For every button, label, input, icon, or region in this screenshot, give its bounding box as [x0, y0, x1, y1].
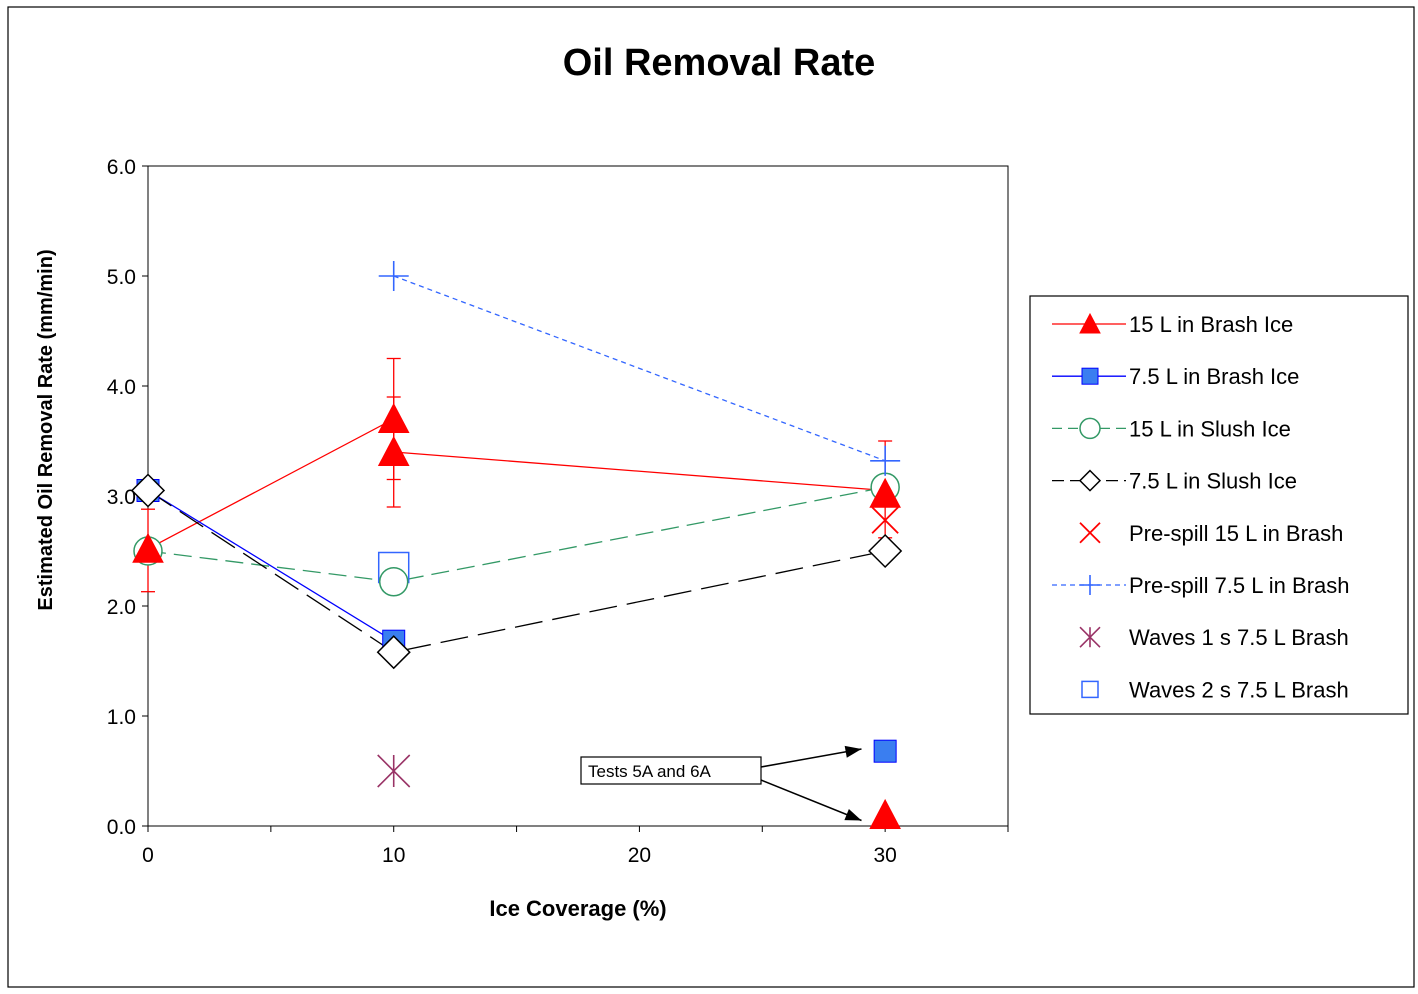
- x-tick-label: 10: [382, 844, 405, 867]
- legend: 15 L in Brash Ice 7.5 L in Brash Ice 15 L …: [1029, 295, 1409, 715]
- legend-label: Pre-spill 7.5 L in Brash: [1129, 573, 1350, 598]
- data-point-0: [377, 402, 410, 433]
- legend-marker: [1081, 680, 1099, 699]
- y-tick-label: 5.0: [107, 266, 136, 289]
- y-axis-label: Estimated Oil Removal Rate (mm/min): [35, 249, 57, 610]
- legend-item: Waves 1 s 7.5 L Brash: [1079, 625, 1349, 650]
- data-point-5: [378, 261, 409, 291]
- data-point-3: [130, 473, 166, 508]
- legend-item: Pre-spill 7.5 L in Brash: [1052, 573, 1350, 598]
- legend-marker-stroke: [1079, 522, 1101, 544]
- legend-label: 7.5 L in Brash Ice: [1129, 364, 1299, 389]
- annotation-text: Tests 5A and 6A: [588, 762, 712, 781]
- y-tick-label: 4.0: [107, 376, 136, 399]
- plot-area: 0.0 1.0 2.0 3.0 4.0 5.0 6.0 0 10 20 30 Tests 5A and…: [107, 156, 1009, 867]
- legend-label: Waves 1 s 7.5 L Brash: [1129, 625, 1349, 650]
- legend-label: Pre-spill 15 L in Brash: [1129, 521, 1343, 546]
- legend-item: 15 L in Slush Ice: [1052, 416, 1291, 441]
- data-point-0: [132, 532, 164, 563]
- y-tick-label: 0.0: [107, 816, 136, 839]
- series-line-0: [393, 451, 886, 492]
- legend-marker: [1079, 522, 1101, 544]
- series-line-0: [147, 418, 395, 550]
- legend-item: Waves 2 s 7.5 L Brash: [1081, 677, 1349, 702]
- data-point-0: [377, 435, 410, 466]
- legend-item: 7.5 L in Slush Ice: [1052, 469, 1297, 494]
- legend-marker: [1079, 417, 1101, 440]
- x-tick-label: 20: [628, 844, 651, 867]
- x-tick-label: 30: [873, 844, 896, 867]
- legend-marker: [1079, 312, 1101, 334]
- legend-label: 15 L in Slush Ice: [1129, 416, 1291, 441]
- data-point-1: [873, 739, 897, 763]
- legend-item: 15 L in Brash Ice: [1052, 312, 1293, 337]
- data-point-0: [869, 477, 901, 508]
- data-point-0: [869, 798, 901, 829]
- legend-label: Waves 2 s 7.5 L Brash: [1129, 677, 1349, 702]
- data-point-4: [871, 506, 899, 534]
- y-tick-label: 3.0: [107, 486, 136, 509]
- series-line-1: [147, 489, 395, 642]
- x-axis-label: Ice Coverage (%): [489, 896, 666, 921]
- x-tick-label: 0: [142, 844, 154, 867]
- legend-item: 7.5 L in Brash Ice: [1052, 364, 1299, 389]
- series-line-3: [147, 489, 886, 653]
- data-point-6: [377, 754, 411, 788]
- legend-marker: [1081, 367, 1099, 385]
- y-tick-label: 6.0: [107, 156, 136, 179]
- legend-label: 7.5 L in Slush Ice: [1129, 469, 1297, 494]
- annotation-arrow-head: [844, 808, 862, 821]
- legend-marker: [1080, 575, 1100, 595]
- series-line-5: [393, 275, 886, 462]
- annotation-box: [580, 756, 762, 785]
- legend-marker: [1079, 626, 1101, 648]
- annotation-arrow-line: [760, 779, 862, 822]
- data-point-3: [376, 635, 411, 670]
- legend-item: Pre-spill 15 L in Brash: [1079, 521, 1343, 546]
- data-point-5: [870, 445, 901, 476]
- data-point-2: [378, 567, 409, 597]
- chart-title: Oil Removal Rate: [563, 42, 876, 84]
- annotation-arrow-line: [760, 748, 862, 768]
- y-tick-label: 1.0: [107, 706, 136, 729]
- data-point-3: [868, 533, 903, 569]
- legend-label: 15 L in Brash Ice: [1129, 312, 1293, 337]
- y-tick-label: 2.0: [107, 596, 136, 619]
- annotation-arrow-head: [844, 745, 862, 758]
- legend-marker: [1078, 469, 1102, 492]
- data-point-4-stroke: [871, 506, 899, 534]
- legend-box: [1029, 295, 1409, 715]
